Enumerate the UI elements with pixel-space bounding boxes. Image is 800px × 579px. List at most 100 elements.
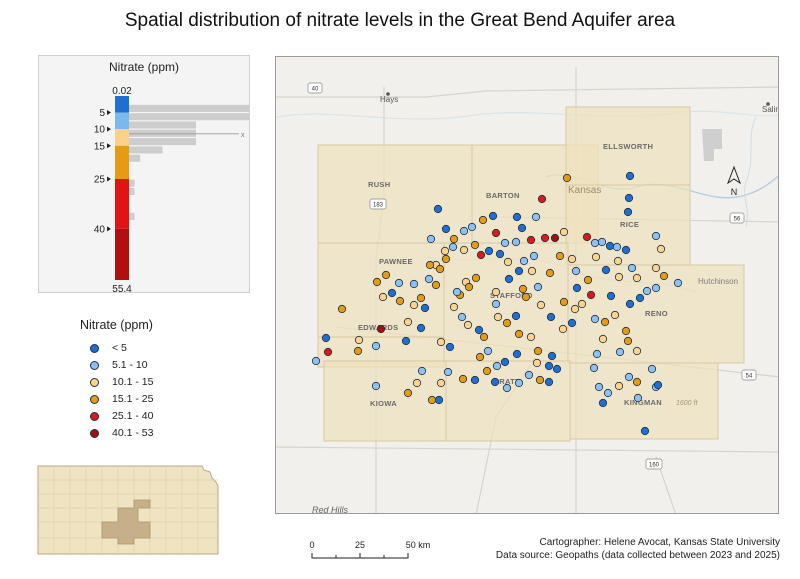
sample-point[interactable] bbox=[395, 296, 405, 306]
sample-point[interactable] bbox=[490, 377, 500, 387]
sample-point[interactable] bbox=[577, 299, 587, 309]
sample-point[interactable] bbox=[449, 302, 459, 312]
sample-point[interactable] bbox=[606, 291, 616, 301]
sample-point[interactable] bbox=[527, 266, 537, 276]
sample-point[interactable] bbox=[441, 224, 451, 234]
sample-point[interactable] bbox=[591, 252, 601, 262]
sample-point[interactable] bbox=[531, 212, 541, 222]
sample-point[interactable] bbox=[589, 363, 599, 373]
sample-point[interactable] bbox=[656, 244, 666, 254]
sample-point[interactable] bbox=[471, 273, 481, 283]
sample-point[interactable] bbox=[615, 347, 625, 357]
sample-point[interactable] bbox=[484, 246, 494, 256]
county-pawnee[interactable] bbox=[317, 242, 445, 338]
sample-point[interactable] bbox=[570, 304, 580, 314]
sample-point[interactable] bbox=[491, 287, 501, 297]
histogram-break-handle[interactable] bbox=[107, 126, 111, 132]
sample-point[interactable] bbox=[483, 346, 493, 356]
sample-point[interactable] bbox=[673, 278, 683, 288]
sample-point[interactable] bbox=[474, 325, 484, 335]
sample-point[interactable] bbox=[623, 336, 633, 346]
sample-point[interactable] bbox=[598, 398, 608, 408]
sample-point[interactable] bbox=[470, 240, 480, 250]
histogram-break-handle[interactable] bbox=[107, 226, 111, 232]
sample-point[interactable] bbox=[491, 228, 501, 238]
sample-point[interactable] bbox=[464, 282, 474, 292]
sample-point[interactable] bbox=[311, 356, 321, 366]
sample-point[interactable] bbox=[470, 375, 480, 385]
sample-point[interactable] bbox=[590, 238, 600, 248]
sample-point[interactable] bbox=[535, 375, 545, 385]
sample-point[interactable] bbox=[586, 290, 596, 300]
sample-point[interactable] bbox=[475, 352, 485, 362]
sample-point[interactable] bbox=[478, 215, 488, 225]
sample-point[interactable] bbox=[381, 270, 391, 280]
sample-point[interactable] bbox=[540, 233, 550, 243]
sample-point[interactable] bbox=[424, 274, 434, 284]
sample-point[interactable] bbox=[550, 233, 560, 243]
sample-point[interactable] bbox=[502, 383, 512, 393]
sample-point[interactable] bbox=[600, 317, 610, 327]
sample-point[interactable] bbox=[492, 361, 502, 371]
sample-point[interactable] bbox=[353, 346, 363, 356]
sample-point[interactable] bbox=[443, 367, 453, 377]
sample-point[interactable] bbox=[632, 377, 642, 387]
sample-point[interactable] bbox=[403, 317, 413, 327]
county-kingman[interactable] bbox=[569, 362, 719, 440]
sample-point[interactable] bbox=[526, 235, 536, 245]
sample-point[interactable] bbox=[559, 227, 569, 237]
histogram-break-handle[interactable] bbox=[107, 143, 111, 149]
sample-point[interactable] bbox=[592, 349, 602, 359]
sample-point[interactable] bbox=[642, 286, 652, 296]
sample-point[interactable] bbox=[562, 173, 572, 183]
sample-point[interactable] bbox=[458, 374, 468, 384]
sample-point[interactable] bbox=[514, 329, 524, 339]
sample-point[interactable] bbox=[476, 250, 486, 260]
sample-point[interactable] bbox=[371, 341, 381, 351]
sample-point[interactable] bbox=[416, 293, 426, 303]
sample-point[interactable] bbox=[651, 263, 661, 273]
sample-point[interactable] bbox=[601, 265, 611, 275]
sample-point[interactable] bbox=[403, 388, 413, 398]
sample-point[interactable] bbox=[459, 226, 469, 236]
sample-point[interactable] bbox=[598, 334, 608, 344]
sample-point[interactable] bbox=[436, 378, 446, 388]
sample-point[interactable] bbox=[412, 378, 422, 388]
sample-point[interactable] bbox=[583, 275, 593, 285]
sample-point[interactable] bbox=[610, 310, 620, 320]
sample-point[interactable] bbox=[503, 257, 513, 267]
sample-point[interactable] bbox=[659, 271, 669, 281]
histogram-break-handle[interactable] bbox=[107, 110, 111, 116]
sample-point[interactable] bbox=[651, 231, 661, 241]
sample-point[interactable] bbox=[517, 223, 527, 233]
sample-point[interactable] bbox=[448, 242, 458, 252]
sample-point[interactable] bbox=[624, 193, 634, 203]
sample-point[interactable] bbox=[440, 246, 450, 256]
sample-point[interactable] bbox=[625, 299, 635, 309]
sample-point[interactable] bbox=[605, 241, 615, 251]
sample-point[interactable] bbox=[434, 395, 444, 405]
map-canvas[interactable]: RUSH BARTON ELLSWORTH RICE PAWNEE STAFFO… bbox=[276, 57, 779, 514]
sample-point[interactable] bbox=[387, 288, 397, 298]
sample-point[interactable] bbox=[623, 207, 633, 217]
sample-point[interactable] bbox=[512, 212, 522, 222]
main-map[interactable]: RUSH BARTON ELLSWORTH RICE PAWNEE STAFFO… bbox=[275, 56, 779, 514]
sample-point[interactable] bbox=[493, 312, 503, 322]
sample-point[interactable] bbox=[613, 256, 623, 266]
sample-point[interactable] bbox=[640, 426, 650, 436]
sample-point[interactable] bbox=[488, 211, 498, 221]
sample-point[interactable] bbox=[559, 297, 569, 307]
sample-point[interactable] bbox=[537, 194, 547, 204]
sample-point[interactable] bbox=[433, 204, 443, 214]
sample-point[interactable] bbox=[653, 380, 663, 390]
sample-point[interactable] bbox=[445, 342, 455, 352]
sample-point[interactable] bbox=[529, 251, 539, 261]
sample-point[interactable] bbox=[321, 333, 331, 343]
sample-point[interactable] bbox=[552, 364, 562, 374]
sample-point[interactable] bbox=[633, 393, 643, 403]
sample-point[interactable] bbox=[603, 388, 613, 398]
sample-point[interactable] bbox=[401, 336, 411, 346]
sample-point[interactable] bbox=[572, 283, 582, 293]
sample-point[interactable] bbox=[533, 346, 543, 356]
sample-point[interactable] bbox=[479, 332, 489, 342]
